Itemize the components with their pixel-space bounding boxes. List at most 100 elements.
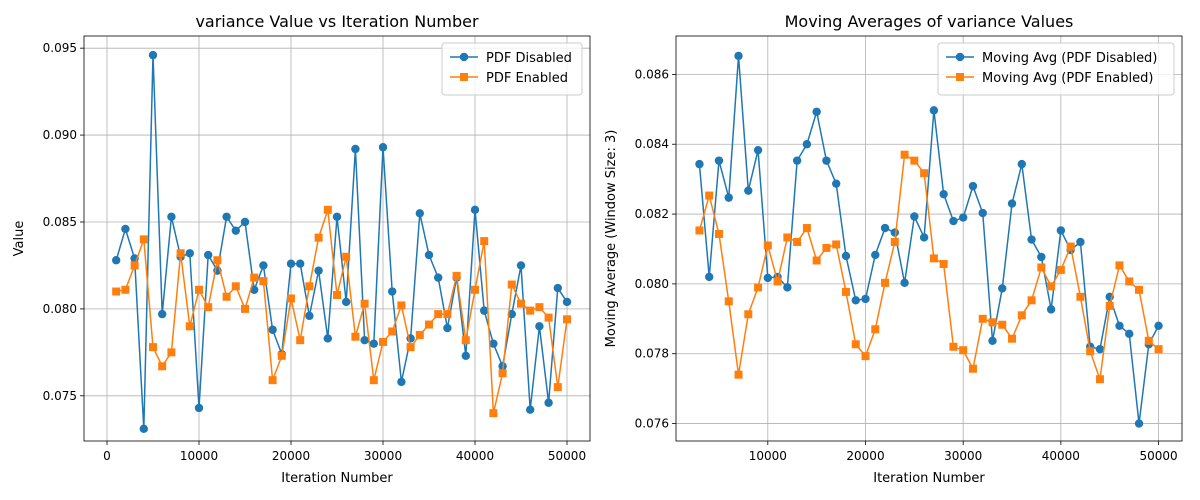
- chart-1-legend-box: [937, 42, 1175, 96]
- chart-1-title: Moving Averages of variance Values: [785, 12, 1074, 31]
- chart-1-series-1-point-40: [1086, 347, 1095, 356]
- chart-1-series-0-point-15: [841, 251, 851, 261]
- chart-1-series-0-point-19: [880, 223, 890, 233]
- chart-1-x-tick-label-3: 40000: [1042, 449, 1080, 463]
- chart-0-series-0-point-14: [240, 217, 250, 227]
- chart-1-series-1-point-12: [812, 256, 821, 265]
- chart-1-series-1-point-44: [1125, 277, 1134, 286]
- chart-0-series-1-point-18: [277, 351, 286, 360]
- chart-1-series-0-point-14: [832, 179, 841, 188]
- chart-1-series-0-point-26: [949, 216, 958, 226]
- chart-0-series-1-point-29: [379, 337, 387, 346]
- chart-1-series-1-point-17: [861, 352, 870, 361]
- chart-1-series-0-point-41: [1095, 344, 1105, 354]
- chart-0-y-tick-label-1: 0.080: [43, 302, 77, 316]
- chart-0-series-1-line: [116, 209, 568, 414]
- chart-0-series-1-point-1: [121, 285, 130, 294]
- chart-1-series-1-point-15: [841, 287, 850, 296]
- chart-1-series-1-point-28: [968, 364, 977, 373]
- chart-1-series-0-point-31: [998, 284, 1007, 293]
- chart-0-series-1-point-35: [434, 310, 443, 319]
- chart-0-title: variance Value vs Iteration Number: [195, 12, 479, 31]
- chart-0-series-1-point-42: [498, 369, 507, 378]
- chart-1-series-0-point-21: [900, 278, 909, 288]
- chart-1-series-0-point-30: [988, 336, 997, 345]
- chart-0-series-0-point-13: [231, 226, 240, 235]
- chart-0-y-tick-label-2: 0.085: [43, 215, 77, 229]
- chart-0-series-1-point-19: [287, 294, 295, 303]
- chart-1-series-0-point-37: [1056, 226, 1066, 235]
- chart-1-series-1-point-9: [783, 233, 792, 242]
- chart-0-series-1-point-9: [195, 285, 203, 294]
- chart-0-series-0-point-24: [332, 212, 342, 221]
- chart-1-series-1-point-2: [714, 229, 723, 238]
- chart-0-series-0-point-12: [222, 212, 231, 221]
- chart-0-series-1-point-30: [388, 327, 397, 336]
- chart-1-series-1-point-13: [822, 243, 831, 252]
- chart-1-series-0-point-29: [978, 208, 987, 218]
- chart-0-series-1-point-2: [130, 261, 139, 270]
- chart-0-series-0-point-29: [378, 143, 388, 152]
- chart-0-series-1-point-26: [351, 332, 360, 341]
- chart-0-x-tick-label-3: 30000: [364, 449, 402, 463]
- chart-0-series-1-point-40: [480, 237, 489, 246]
- chart-0-series-0-line: [115, 54, 568, 430]
- chart-0-series-1-point-16: [259, 277, 268, 286]
- chart-0-legend-label-0: PDF Disabled: [486, 51, 572, 66]
- chart-1-series-1-point-19: [881, 278, 890, 287]
- chart-1-series-0-point-23: [919, 233, 929, 242]
- chart-0-series-1-point-24: [333, 290, 341, 299]
- chart-1-x-tick-label-1: 20000: [846, 449, 884, 463]
- chart-0-x-tick-label-0: 0: [103, 449, 111, 463]
- chart-1-y-tick-label-0: 0.076: [635, 417, 669, 431]
- chart-0-series-1-point-12: [222, 292, 231, 301]
- chart-0-series-1-point-8: [185, 322, 194, 331]
- chart-0-x-tick-label-2: 20000: [272, 449, 310, 463]
- chart-1-series-0-point-11: [802, 140, 812, 149]
- chart-0-series-1-point-3: [139, 235, 148, 244]
- chart-0-series-0-point-16: [259, 261, 268, 270]
- chart-1-series-1-line: [698, 153, 1160, 380]
- chart-1-series-1-point-1: [705, 191, 714, 200]
- chart-1-series-1-point-20: [890, 237, 899, 246]
- chart-1-series-0-point-5: [744, 186, 753, 195]
- chart-0-series-1-point-43: [507, 280, 516, 289]
- chart-1-series-0-point-4: [734, 51, 743, 61]
- chart-1-y-tick-label-1: 0.078: [635, 347, 669, 361]
- chart-1-series-1-point-42: [1105, 301, 1114, 310]
- chart-1-y-tick-label-4: 0.084: [635, 137, 669, 151]
- chart-0-series-0-point-17: [268, 325, 277, 334]
- chart-1-series-0-point-3: [724, 193, 733, 202]
- chart-0-series-0-point-41: [489, 339, 498, 348]
- chart-1-series-1-point-6: [754, 283, 763, 292]
- chart-0-series-0-point-45: [526, 405, 535, 414]
- chart-0-series-1-point-48: [553, 383, 562, 392]
- chart-1-series-0-point-28: [968, 181, 978, 191]
- chart-0-series-1-point-31: [397, 301, 406, 310]
- chart-0-series-0-point-4: [148, 50, 158, 60]
- chart-0-series-1-point-11: [213, 256, 222, 265]
- chart-0-x-tick-label-5: 50000: [548, 449, 586, 463]
- chart-0-series-0-point-19: [286, 259, 296, 268]
- chart-1-legend-label-1: Moving Avg (PDF Enabled): [982, 71, 1153, 86]
- chart-1-series-1-point-37: [1056, 265, 1065, 274]
- chart-0-series-1-point-6: [167, 348, 176, 357]
- chart-1-series-0-point-43: [1115, 321, 1124, 330]
- chart-1-series-1-point-10: [793, 237, 802, 246]
- chart-0-series-0-point-0: [112, 256, 121, 265]
- chart-1-series-0-point-45: [1134, 419, 1144, 428]
- chart-1-legend: Moving Avg (PDF Disabled) Moving Avg (PDF…: [937, 42, 1175, 96]
- chart-0-series-0-point-38: [461, 351, 470, 361]
- chart-1-series-0-point-1: [705, 272, 714, 282]
- chart-0-series-1-point-20: [296, 336, 305, 345]
- chart-0-series-1-point-46: [535, 303, 544, 312]
- chart-0-series-1-point-22: [314, 233, 323, 242]
- chart-0-series-1-point-0: [112, 287, 121, 296]
- chart-0-series-1-point-23: [323, 205, 332, 214]
- chart-0-series-0-point-28: [369, 339, 378, 348]
- chart-1-series-0-point-32: [1007, 199, 1017, 208]
- chart-1-legend-marker-1: [956, 73, 964, 81]
- chart-1-series-1-point-36: [1047, 282, 1056, 291]
- chart-0-series-0-point-22: [314, 266, 323, 275]
